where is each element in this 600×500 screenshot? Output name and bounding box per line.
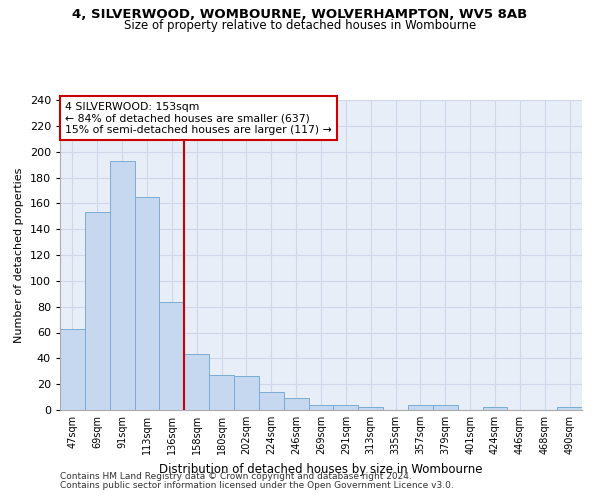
Text: 4, SILVERWOOD, WOMBOURNE, WOLVERHAMPTON, WV5 8AB: 4, SILVERWOOD, WOMBOURNE, WOLVERHAMPTON,… bbox=[73, 8, 527, 20]
Bar bbox=[259, 392, 284, 410]
Bar bbox=[482, 408, 508, 410]
Text: Contains HM Land Registry data © Crown copyright and database right 2024.: Contains HM Land Registry data © Crown c… bbox=[60, 472, 412, 481]
Bar bbox=[134, 197, 160, 410]
Bar bbox=[308, 405, 334, 410]
Bar bbox=[234, 376, 259, 410]
Bar bbox=[85, 212, 110, 410]
Bar bbox=[160, 302, 184, 410]
Bar bbox=[334, 405, 358, 410]
Y-axis label: Number of detached properties: Number of detached properties bbox=[14, 168, 24, 342]
X-axis label: Distribution of detached houses by size in Wombourne: Distribution of detached houses by size … bbox=[159, 462, 483, 475]
Bar bbox=[209, 375, 234, 410]
Text: Size of property relative to detached houses in Wombourne: Size of property relative to detached ho… bbox=[124, 19, 476, 32]
Bar bbox=[358, 408, 383, 410]
Bar bbox=[408, 405, 433, 410]
Bar bbox=[60, 328, 85, 410]
Bar bbox=[110, 160, 134, 410]
Bar bbox=[284, 398, 308, 410]
Text: Contains public sector information licensed under the Open Government Licence v3: Contains public sector information licen… bbox=[60, 481, 454, 490]
Bar bbox=[184, 354, 209, 410]
Text: 4 SILVERWOOD: 153sqm
← 84% of detached houses are smaller (637)
15% of semi-deta: 4 SILVERWOOD: 153sqm ← 84% of detached h… bbox=[65, 102, 332, 134]
Bar bbox=[433, 405, 458, 410]
Bar bbox=[557, 408, 582, 410]
